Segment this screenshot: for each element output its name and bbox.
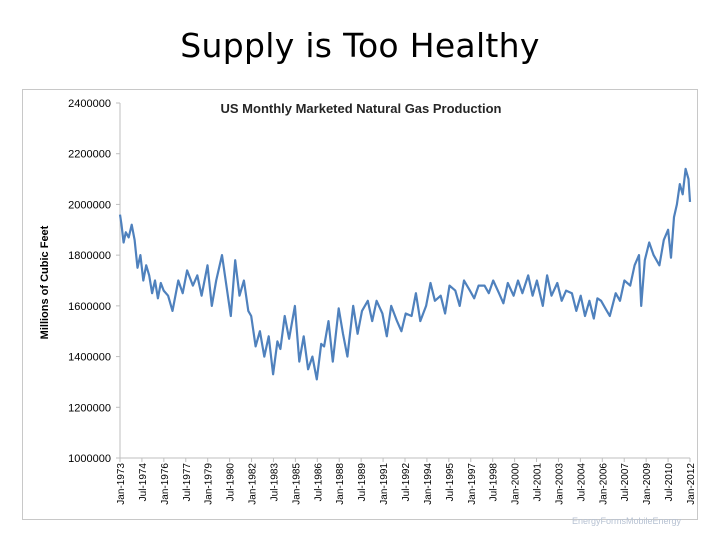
x-tick-label: Jul-1977 [182, 463, 193, 502]
x-tick-label: Jul-2007 [620, 463, 631, 502]
chart-frame: 1000000 1200000 1400000 1600000 1800000 20000… [22, 89, 698, 520]
x-tick-label: Jul-1974 [138, 463, 149, 502]
series-line [118, 167, 692, 381]
chart-title: US Monthly Marketed Natural Gas Producti… [221, 101, 502, 116]
y-tick-label: 1400000 [68, 352, 111, 364]
y-tick-label: 2400000 [68, 98, 111, 110]
x-tick-label: Jan-1982 [248, 463, 259, 505]
x-tick-label: Jul-1992 [401, 463, 412, 502]
y-tick-label: 2000000 [68, 199, 111, 211]
x-tick-label: Jan-1997 [467, 463, 478, 505]
x-tick-label: Jul-1986 [313, 463, 324, 502]
x-tick-label: Jan-2003 [554, 463, 565, 505]
watermark: EnergyFormsMobileEnergy [572, 516, 682, 526]
x-tick-label: Jul-1980 [226, 463, 237, 502]
x-tick-label: Jan-2009 [642, 463, 653, 505]
x-axis: Jan-1973 Jul-1974 Jan-1976 Jul-1977 Jan-1979… [116, 458, 697, 505]
chart: 1000000 1200000 1400000 1600000 1800000 20000… [39, 98, 697, 505]
x-tick-label: Jul-1995 [445, 463, 456, 502]
x-tick-label: Jan-2012 [686, 463, 697, 505]
y-axis-label: Millions of Cubic Feet [39, 225, 51, 339]
y-tick-label: 1200000 [68, 402, 111, 414]
y-tick-label: 1000000 [68, 453, 111, 465]
x-tick-label: Jan-1991 [379, 463, 390, 505]
x-tick-label: Jul-1989 [357, 463, 368, 502]
y-tick-label: 1600000 [68, 301, 111, 313]
x-tick-label: Jul-2001 [533, 463, 544, 502]
x-tick-label: Jul-2004 [576, 463, 587, 502]
x-tick-label: Jan-1976 [160, 463, 171, 505]
x-tick-label: Jan-1988 [335, 463, 346, 505]
x-tick-label: Jan-1985 [291, 463, 302, 505]
x-tick-label: Jan-2000 [511, 463, 522, 505]
x-tick-label: Jan-1973 [116, 463, 127, 505]
y-tick-label: 1800000 [68, 250, 111, 262]
slide-title: Supply is Too Healthy [180, 26, 540, 65]
x-tick-label: Jul-1998 [489, 463, 500, 502]
x-tick-label: Jul-2010 [664, 463, 675, 502]
y-tick-label: 2200000 [68, 149, 111, 161]
x-tick-label: Jan-2006 [598, 463, 609, 505]
x-tick-label: Jan-1979 [204, 463, 215, 505]
x-tick-label: Jan-1994 [423, 463, 434, 505]
x-tick-label: Jul-1983 [269, 463, 280, 502]
y-axis: 1000000 1200000 1400000 1600000 1800000 20000… [68, 98, 120, 465]
